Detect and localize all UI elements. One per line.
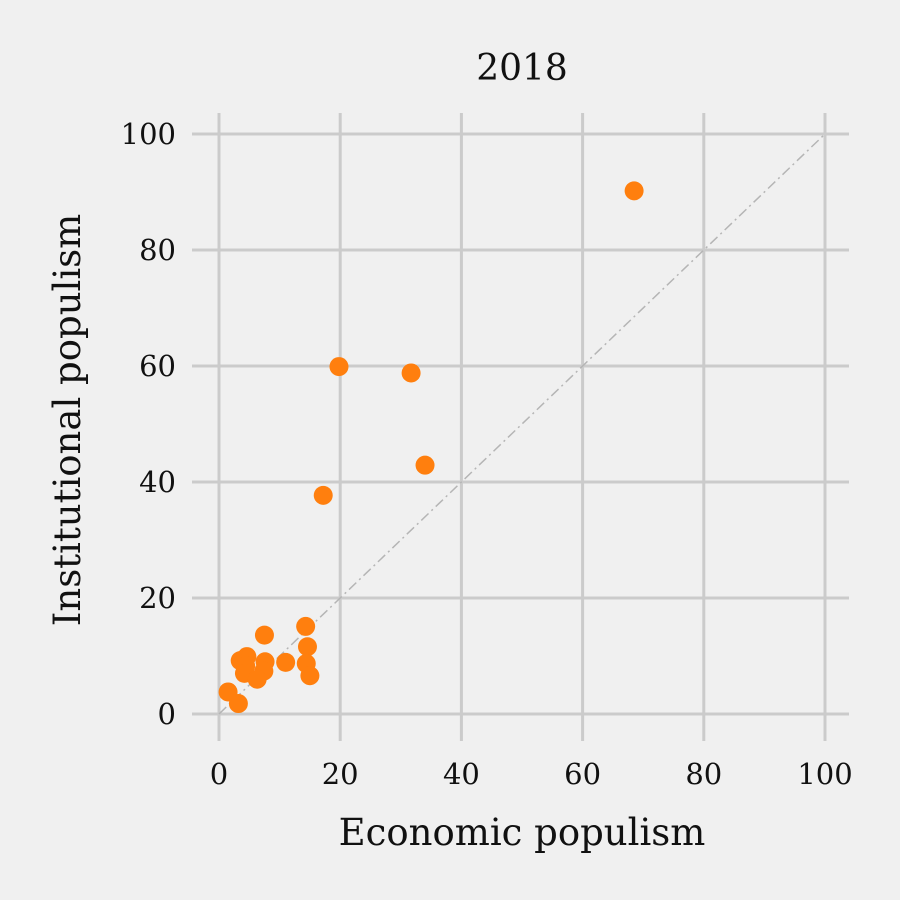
x-axis-label: Economic populism xyxy=(339,811,706,854)
data-point-19 xyxy=(228,694,248,714)
chart-title: 2018 xyxy=(476,48,568,89)
data-point-11 xyxy=(276,652,296,672)
x-tick-label-3: 60 xyxy=(564,757,601,791)
x-tick-label-4: 80 xyxy=(685,757,722,791)
y-tick-label-4: 80 xyxy=(139,233,176,267)
data-point-6 xyxy=(254,625,274,645)
data-point-2 xyxy=(401,363,421,383)
grid xyxy=(201,113,849,732)
x-tick-label-5: 100 xyxy=(797,757,852,791)
data-point-0 xyxy=(624,181,644,201)
data-point-4 xyxy=(313,485,333,505)
data-point-17 xyxy=(247,669,267,689)
y-tick-label-1: 20 xyxy=(139,581,176,615)
y-tick-label-0: 0 xyxy=(158,697,176,731)
y-tick-label-3: 60 xyxy=(139,349,176,383)
y-axis-label: Institutional populism xyxy=(46,214,89,627)
data-points xyxy=(218,181,644,714)
y-tick-label-5: 100 xyxy=(121,117,176,151)
axis-ticks: 0 20 40 60 80 100 0 20 40 60 80 100 xyxy=(121,117,853,791)
data-point-3 xyxy=(415,455,435,475)
data-point-5 xyxy=(296,616,316,636)
x-tick-label-0: 0 xyxy=(210,757,228,791)
x-tick-label-1: 20 xyxy=(322,757,359,791)
data-point-1 xyxy=(329,357,349,377)
x-tick-label-2: 40 xyxy=(443,757,480,791)
data-point-16 xyxy=(300,666,320,686)
y-tick-label-2: 40 xyxy=(139,465,176,499)
data-point-7 xyxy=(297,637,317,657)
